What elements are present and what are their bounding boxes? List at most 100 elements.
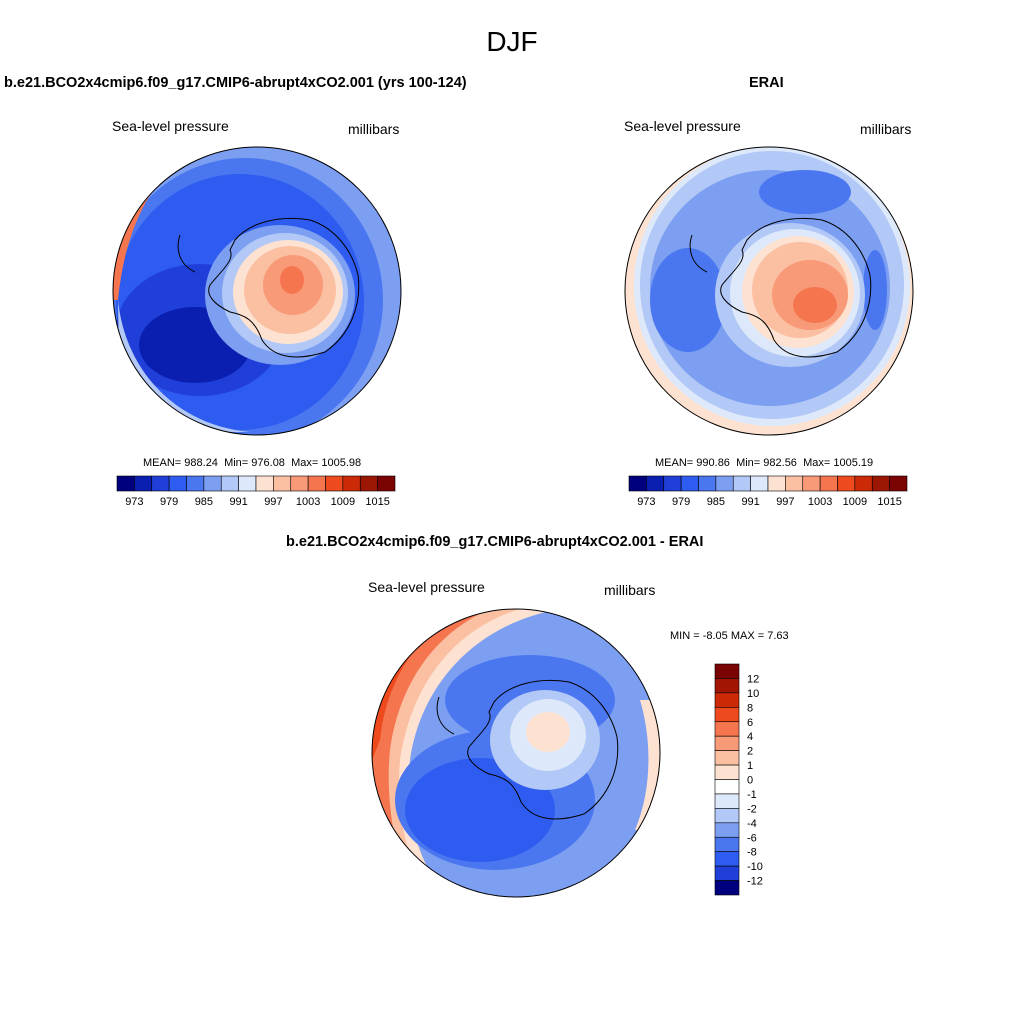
panel1-colorbar-swatch-10 — [290, 475, 309, 492]
panel1-colorbar-swatch-5 — [203, 475, 222, 492]
panel3-colorbar-tick-label: -1 — [747, 789, 757, 801]
panel2-colorbar-swatch-3 — [680, 475, 699, 492]
panel2-coastline — [720, 217, 872, 358]
panel1-min-label: Min= — [224, 457, 249, 469]
panel3-field — [372, 609, 660, 897]
panel1-plateau-6 — [280, 266, 304, 294]
panel3-colorbar-swatch-0 — [714, 663, 740, 679]
panel2-left-label: Sea-level pressure — [624, 118, 741, 134]
panel2-colorbar-swatch-12 — [837, 475, 856, 492]
panel3-colorbar-swatch-11 — [714, 822, 740, 838]
panel3-colorbar-swatch-14 — [714, 865, 740, 881]
panel2-title: ERAI — [749, 75, 784, 91]
panel1-stats: MEAN= 988.24 Min= 976.08 Max= 1005.98 — [143, 457, 361, 469]
panel1-colorbar-swatch-13 — [342, 475, 361, 492]
panel2-max: 1005.19 — [833, 457, 874, 469]
panel3-colorbar-swatch-1 — [714, 678, 740, 694]
panel2-colorbar-swatch-9 — [785, 475, 804, 492]
panel1-colorbar-swatch-14 — [359, 475, 378, 492]
panel1-left-label: Sea-level pressure — [112, 118, 229, 134]
panel1-colorbar-swatch-4 — [186, 475, 205, 492]
panel2-units: millibars — [860, 121, 912, 137]
panel2-colorbar-swatch-5 — [715, 475, 734, 492]
panel2-mean: 990.86 — [696, 457, 730, 469]
panel2-map — [624, 146, 914, 436]
panel1-coastline — [208, 217, 360, 358]
panel1-colorbar-swatch-7 — [238, 475, 257, 492]
panel1-colorbar-tick-label: 997 — [264, 496, 282, 508]
panel2-min-label: Min= — [736, 457, 761, 469]
panel2-colorbar-swatch-0 — [628, 475, 647, 492]
panel2-colorbar-swatch-10 — [802, 475, 821, 492]
panel3-colorbar-tick-label: -6 — [747, 832, 757, 844]
panel2-mean-label: MEAN= — [655, 457, 694, 469]
panel1-colorbar-tick-label: 973 — [125, 496, 143, 508]
panel2-map-border — [624, 146, 914, 436]
panel2-colorbar-swatch-11 — [819, 475, 838, 492]
panel2-colorbar-tick-label: 997 — [776, 496, 794, 508]
panel2-min: 982.56 — [763, 457, 797, 469]
panel1-peninsula — [177, 234, 196, 273]
panel1-colorbar-tick-label: 1003 — [296, 496, 320, 508]
panel2-colorbar-tick-label: 973 — [637, 496, 655, 508]
panel2-colorbar-swatch-2 — [663, 475, 682, 492]
panel2-peninsula — [689, 234, 708, 273]
panel2-colorbar-tick-label: 1015 — [877, 496, 901, 508]
panel1-colorbar-tick-label: 1009 — [331, 496, 355, 508]
panel1-units: millibars — [348, 121, 400, 137]
panel3-coastline — [467, 679, 619, 820]
panel2-colorbar-swatch-1 — [646, 475, 665, 492]
panel3-units: millibars — [604, 582, 656, 598]
panel3-colorbar-tick-label: 4 — [747, 731, 753, 743]
panel2-colorbar-tick-label: 991 — [741, 496, 759, 508]
panel1-colorbar-swatch-2 — [151, 475, 170, 492]
panel3-map — [371, 608, 661, 898]
panel3-colorbar-tick-label: -10 — [747, 861, 763, 873]
panel3-colorbar-tick-label: 6 — [747, 717, 753, 729]
panel2-plateau-6 — [793, 287, 837, 323]
panel3-colorbar-swatch-2 — [714, 692, 740, 708]
panel1-colorbar-swatch-6 — [220, 475, 239, 492]
panel3-colorbar-tick-label: 1 — [747, 760, 753, 772]
panel2-max-label: Max= — [803, 457, 831, 469]
panel1-colorbar-swatch-8 — [255, 475, 274, 492]
panel2-colorbar-swatch-14 — [871, 475, 890, 492]
panel3-colorbar-tick-label: 8 — [747, 702, 753, 714]
panel1-colorbar-swatch-9 — [273, 475, 292, 492]
panel3-colorbar-swatch-6 — [714, 750, 740, 766]
panel2-colorbar-swatch-6 — [732, 475, 751, 492]
panel2-low-west — [650, 248, 726, 352]
panel1-colorbar: 973 979 985 991 997 1003 1009 1015 — [116, 475, 396, 508]
panel2-colorbar: 973 979 985 991 997 1003 1009 1015 — [628, 475, 908, 508]
panel3-plateau-3 — [526, 712, 570, 752]
panel3-peninsula — [436, 696, 455, 735]
panel3-colorbar-tick-label: -2 — [747, 803, 757, 815]
panel2-field — [625, 147, 913, 435]
panel1-colorbar-swatch-3 — [168, 475, 187, 492]
panel3-colorbar-swatch-8 — [714, 779, 740, 795]
panel1-max-label: Max= — [291, 457, 319, 469]
panel3-title: b.e21.BCO2x4cmip6.f09_g17.CMIP6-abrupt4x… — [286, 534, 704, 550]
panel3-colorbar-swatch-15 — [714, 880, 740, 896]
panel2-low-north — [759, 170, 851, 214]
panel2-low-east — [863, 250, 887, 330]
panel3-colorbar-swatch-10 — [714, 808, 740, 824]
panel2-colorbar-tick-label: 979 — [672, 496, 690, 508]
main-title: DJF — [486, 26, 538, 57]
panel1-colorbar-swatch-0 — [116, 475, 135, 492]
panel3-colorbar-tick-label: -8 — [747, 847, 757, 859]
panel2-colorbar-swatch-8 — [767, 475, 786, 492]
panel3-colorbar-swatch-9 — [714, 793, 740, 809]
panel1-mean: 988.24 — [184, 457, 218, 469]
panel2-colorbar-swatch-13 — [854, 475, 873, 492]
panel1-colorbar-tick-label: 985 — [195, 496, 213, 508]
panel3-colorbar-tick-label: -4 — [747, 818, 757, 830]
panel3-colorbar-swatch-13 — [714, 851, 740, 867]
panel2-colorbar-swatch-4 — [698, 475, 717, 492]
panel1-field — [113, 147, 401, 435]
panel2-colorbar-swatch-15 — [889, 475, 908, 492]
panel3-colorbar-tick-label: 0 — [747, 775, 753, 787]
panel2-colorbar-tick-label: 1003 — [808, 496, 832, 508]
panel1-max: 1005.98 — [321, 457, 362, 469]
